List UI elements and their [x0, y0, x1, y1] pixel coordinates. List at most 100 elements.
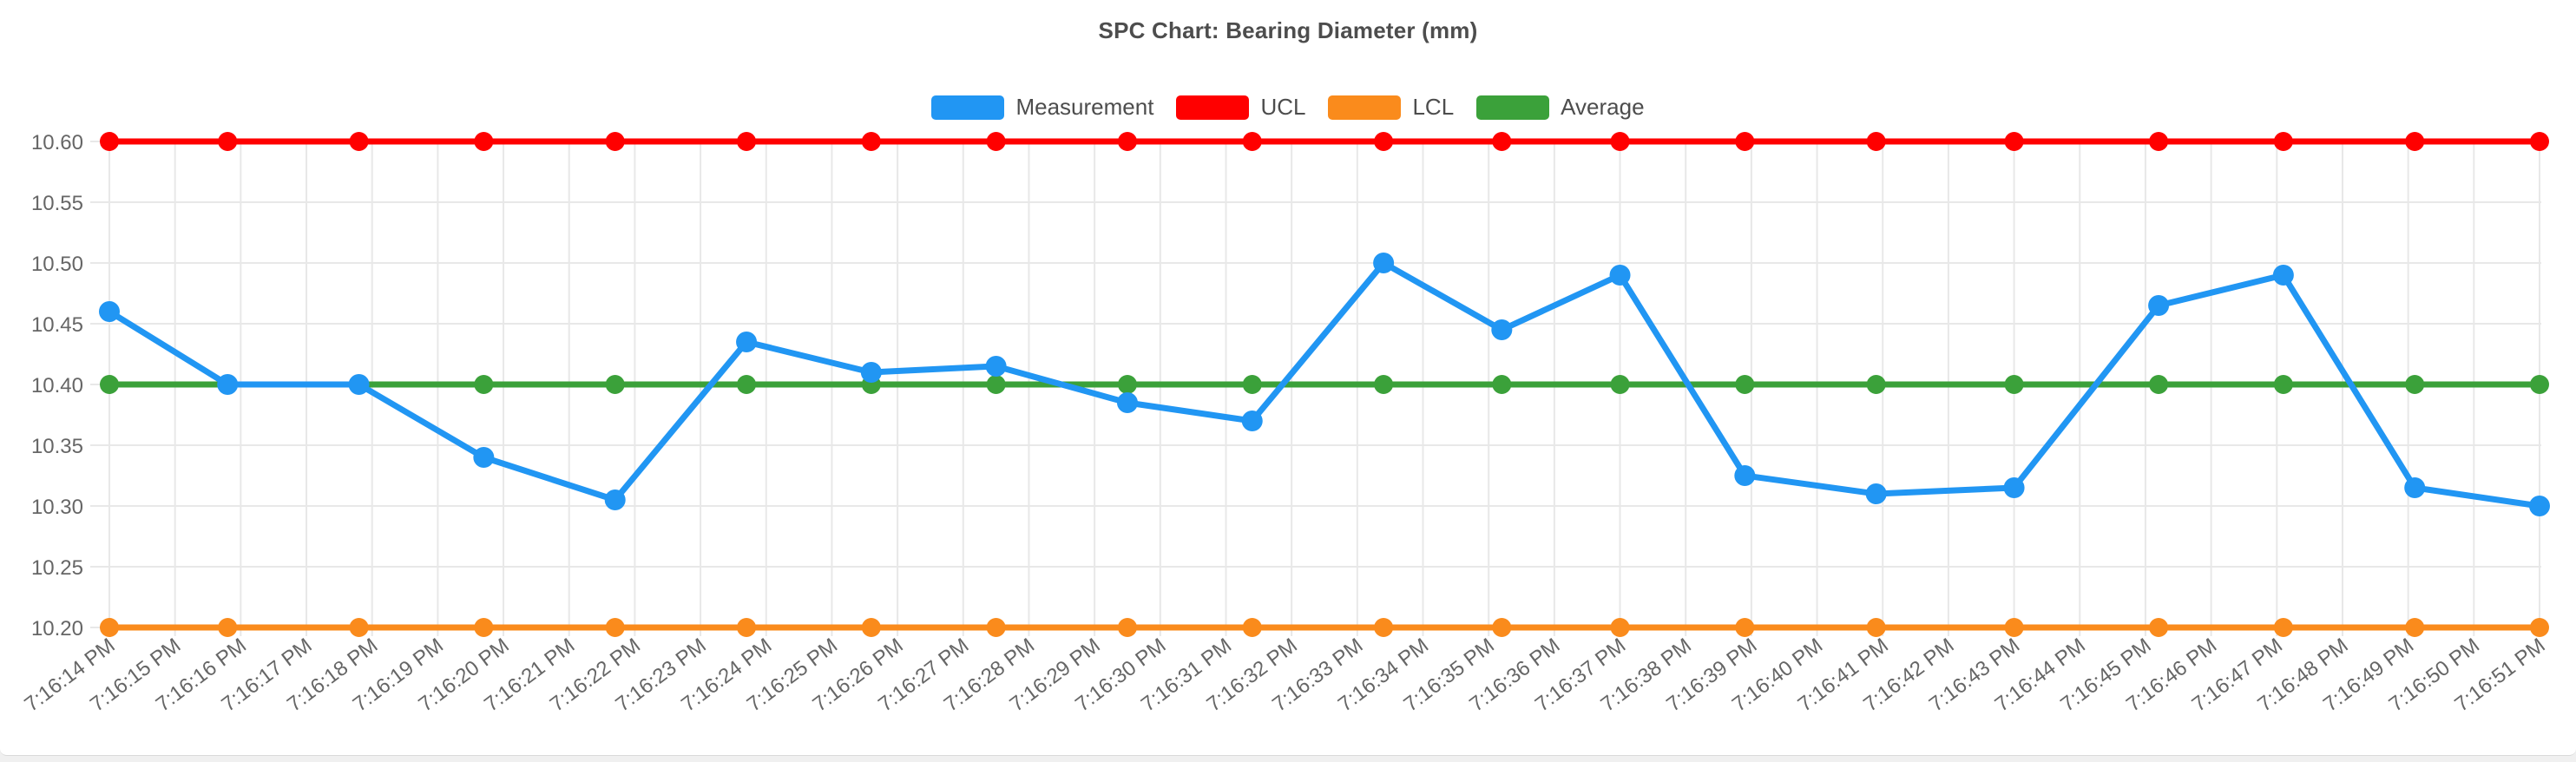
data-point-marker — [1610, 618, 1630, 637]
data-point-marker — [2149, 375, 2169, 394]
legend-swatch-measurement — [931, 95, 1005, 120]
legend-swatch-lcl — [1328, 95, 1402, 120]
y-tick-label: 10.60 — [31, 131, 83, 154]
data-point-marker — [1735, 132, 1755, 151]
data-point-marker — [2004, 618, 2024, 637]
data-point-marker — [1865, 483, 1887, 504]
data-point-marker — [2530, 132, 2549, 151]
x-axis-labels: 7:16:14 PM7:16:15 PM7:16:16 PM7:16:17 PM… — [20, 634, 2549, 716]
data-point-marker — [1117, 618, 1137, 637]
data-point-marker — [736, 332, 758, 352]
series-measurement — [99, 253, 2550, 516]
data-point-marker — [1866, 618, 1886, 637]
data-point-marker — [1492, 375, 1512, 394]
y-tick-label: 10.35 — [31, 435, 83, 458]
data-point-marker — [2529, 496, 2550, 516]
data-point-marker — [2149, 132, 2169, 151]
data-point-marker — [474, 618, 494, 637]
data-point-marker — [2405, 618, 2425, 637]
legend-label: Measurement — [1015, 94, 1154, 120]
data-point-marker — [1116, 392, 1138, 413]
series-ucl — [100, 132, 2549, 151]
data-point-marker — [605, 618, 625, 637]
data-point-marker — [99, 301, 120, 322]
data-point-marker — [1241, 411, 1263, 431]
data-point-marker — [1610, 375, 1630, 394]
data-point-marker — [218, 132, 238, 151]
y-tick-label: 10.20 — [31, 617, 83, 640]
data-point-marker — [985, 356, 1007, 377]
data-point-marker — [218, 618, 238, 637]
data-point-marker — [100, 132, 119, 151]
data-point-marker — [986, 375, 1006, 394]
data-point-marker — [604, 489, 626, 510]
data-point-marker — [1491, 319, 1513, 340]
data-point-marker — [1117, 132, 1137, 151]
data-point-marker — [2272, 265, 2294, 286]
series-lcl — [100, 618, 2549, 637]
data-point-marker — [1374, 618, 1394, 637]
x-gridlines — [108, 141, 2540, 636]
data-point-marker — [1734, 465, 1756, 486]
y-tick-label: 10.25 — [31, 556, 83, 580]
data-point-marker — [2004, 375, 2024, 394]
data-point-marker — [605, 375, 625, 394]
legend-item-ucl[interactable]: UCL — [1176, 94, 1305, 121]
y-tick-label: 10.55 — [31, 192, 83, 215]
legend-item-measurement[interactable]: Measurement — [931, 94, 1153, 121]
data-point-marker — [2405, 375, 2425, 394]
legend-label: LCL — [1412, 94, 1455, 120]
data-point-marker — [2149, 618, 2169, 637]
legend-item-lcl[interactable]: LCL — [1328, 94, 1454, 121]
data-point-marker — [2003, 477, 2025, 498]
data-point-marker — [2273, 375, 2293, 394]
data-point-marker — [1492, 132, 1512, 151]
data-point-marker — [1735, 375, 1755, 394]
data-point-marker — [2530, 375, 2549, 394]
data-point-marker — [217, 374, 239, 395]
data-point-marker — [100, 375, 119, 394]
legend-label: Average — [1561, 94, 1645, 120]
data-point-marker — [861, 132, 881, 151]
data-point-marker — [474, 375, 494, 394]
data-point-marker — [986, 618, 1006, 637]
data-point-marker — [100, 618, 119, 637]
data-point-marker — [1374, 375, 1394, 394]
data-point-marker — [1117, 375, 1137, 394]
y-tick-label: 10.45 — [31, 313, 83, 337]
data-point-marker — [986, 132, 1006, 151]
y-tick-label: 10.40 — [31, 374, 83, 397]
data-point-marker — [2004, 132, 2024, 151]
data-point-marker — [737, 375, 757, 394]
data-point-marker — [1610, 132, 1630, 151]
data-point-marker — [1242, 375, 1262, 394]
data-point-marker — [1374, 132, 1394, 151]
legend-swatch-average — [1476, 95, 1550, 120]
legend-swatch-ucl — [1176, 95, 1250, 120]
data-point-marker — [2405, 132, 2425, 151]
data-point-marker — [1866, 375, 1886, 394]
data-point-marker — [860, 362, 882, 383]
y-axis-labels: 10.60 10.55 10.50 10.45 10.40 10.35 10.30 10.25… — [31, 131, 83, 640]
chart-title: SPC Chart: Bearing Diameter (mm) — [1098, 17, 1478, 43]
data-point-marker — [349, 618, 369, 637]
data-point-marker — [861, 618, 881, 637]
data-point-marker — [348, 374, 370, 395]
data-point-marker — [1492, 618, 1512, 637]
y-tick-label: 10.30 — [31, 496, 83, 519]
data-point-marker — [2404, 477, 2426, 498]
data-point-marker — [1242, 132, 1262, 151]
data-point-marker — [349, 132, 369, 151]
data-point-marker — [1609, 265, 1631, 286]
chart-legend: Measurement UCL LCL Average — [0, 94, 2576, 121]
legend-label: UCL — [1260, 94, 1306, 120]
data-point-marker — [605, 132, 625, 151]
series-average — [100, 375, 2549, 394]
data-point-marker — [737, 618, 757, 637]
legend-item-average[interactable]: Average — [1476, 94, 1645, 121]
data-point-marker — [1866, 132, 1886, 151]
data-point-marker — [473, 447, 495, 468]
data-point-marker — [1373, 253, 1395, 273]
data-point-marker — [737, 132, 757, 151]
